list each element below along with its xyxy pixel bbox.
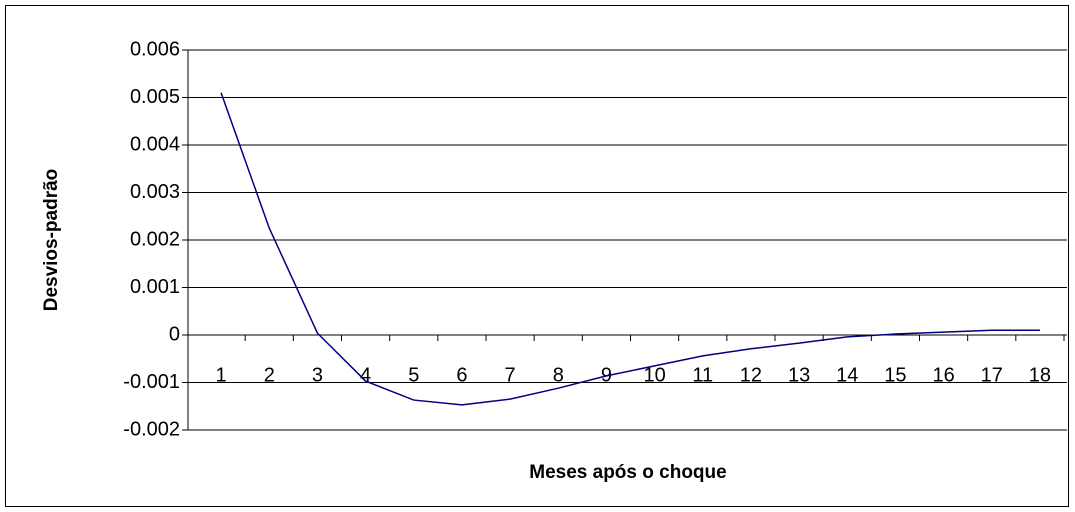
y-tick-label: 0.001 <box>130 276 180 298</box>
data-line <box>220 92 1040 406</box>
y-tick-label: 0.006 <box>130 38 180 60</box>
y-tick-label: -0.002 <box>123 418 180 440</box>
y-tick-label: 0.002 <box>130 228 180 250</box>
y-tick-label: 0 <box>169 323 180 345</box>
y-tick-label: 0.004 <box>130 133 180 155</box>
x-tick-label: 10 <box>643 364 665 386</box>
x-tick-label: 1 <box>216 364 227 386</box>
x-tick-label: 4 <box>360 364 371 386</box>
x-tick-label: 18 <box>1029 364 1051 386</box>
x-tick-label: 14 <box>836 364 858 386</box>
x-tick-label: 6 <box>456 364 467 386</box>
x-tick-label: 2 <box>264 364 275 386</box>
y-axis-title: Desvios-padrão <box>41 169 62 312</box>
y-tick-label: 0.003 <box>130 181 180 203</box>
x-tick-label: 5 <box>408 364 419 386</box>
x-tick-label: 8 <box>553 364 564 386</box>
x-tick-label: 7 <box>505 364 516 386</box>
x-tick-label: 11 <box>692 364 713 386</box>
x-tick-label: 3 <box>312 364 323 386</box>
y-tick-label: -0.001 <box>123 371 180 393</box>
x-tick-label: 13 <box>788 364 810 386</box>
x-tick-label: 17 <box>981 364 1003 386</box>
chart-border <box>5 5 1069 507</box>
x-axis-title: Meses após o choque <box>529 462 726 483</box>
x-tick-label: 16 <box>932 364 954 386</box>
x-tick-label: 12 <box>740 364 762 386</box>
x-tick-label: 15 <box>884 364 906 386</box>
y-tick-label: 0.005 <box>130 86 180 108</box>
